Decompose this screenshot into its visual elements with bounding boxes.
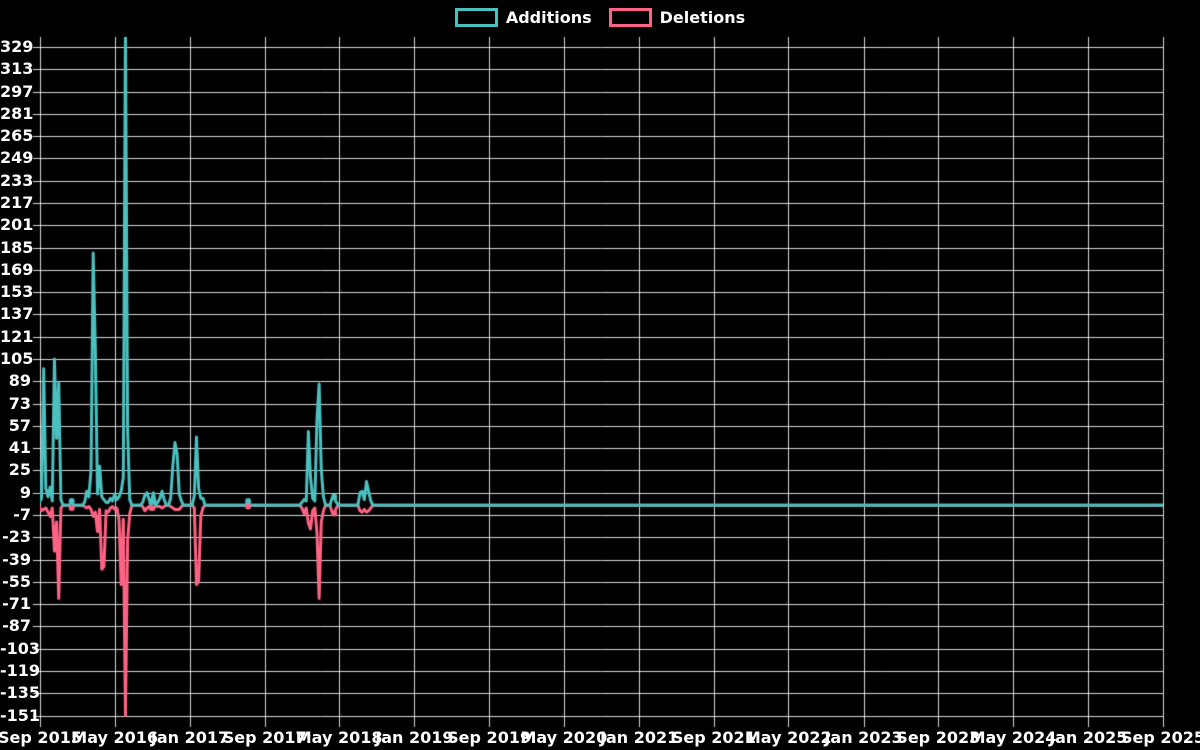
additions-swatch-icon [454,8,498,27]
y-tick-label: 153 [0,282,34,302]
y-tick-label: -71 [2,594,31,614]
x-tick-label: Sep 2023 [896,728,981,747]
y-tick-label: -87 [2,616,31,636]
y-tick-label: -39 [2,549,31,569]
y-tick-label: 265 [0,126,34,146]
y-tick-label: 249 [0,148,34,168]
x-tick-label: May 2020 [520,728,608,747]
y-tick-label: 89 [8,371,31,391]
y-tick-label: 313 [0,59,34,79]
x-tick-label: Jan 2017 [150,728,230,747]
y-tick-label: 105 [0,348,34,368]
legend-item-deletions[interactable]: Deletions [608,7,746,27]
y-tick-label: -151 [0,705,41,725]
x-tick-label: Sep 2025 [1121,728,1200,747]
x-tick-label: Jan 2019 [375,728,454,747]
x-tick-label: Sep 2021 [671,728,756,747]
y-tick-label: -135 [0,683,41,703]
y-tick-label: 217 [0,192,34,212]
y-tick-label: 329 [0,37,34,56]
y-tick-label: 41 [8,438,31,458]
y-tick-label: 73 [8,393,31,413]
y-tick-label: 57 [8,415,31,435]
x-tick-label: Sep 2015 [0,728,82,747]
y-tick-label: 185 [0,237,34,257]
y-tick-label: 25 [8,460,31,480]
x-tick-label: Jan 2021 [600,728,679,747]
x-tick-label: Jan 2023 [824,728,903,747]
y-tick-label: 281 [0,103,34,123]
y-tick-label: 201 [0,215,34,235]
x-tick-label: May 2024 [969,728,1057,747]
y-tick-label: -119 [0,660,41,680]
x-tick-label: Sep 2019 [447,728,532,747]
x-tick-label: Jan 2025 [1049,728,1128,747]
y-tick-label: 233 [0,170,34,190]
y-tick-label: 137 [0,304,34,324]
x-tick-label: Sep 2017 [222,728,307,747]
y-tick-label: -55 [2,571,31,591]
legend-label-deletions: Deletions [659,7,746,27]
y-tick-label: -23 [2,527,31,547]
y-tick-label: -103 [0,638,41,658]
x-tick-label: May 2018 [295,728,383,747]
y-tick-label: 9 [19,482,31,502]
x-tick-label: May 2022 [744,728,832,747]
chart-legend: Additions Deletions [0,8,1200,27]
y-tick-label: 121 [0,326,34,346]
legend-label-additions: Additions [505,7,592,27]
legend-item-additions[interactable]: Additions [454,7,592,27]
y-tick-label: -7 [13,504,31,524]
x-tick-label: May 2016 [71,728,159,747]
y-tick-label: 297 [0,81,34,101]
y-tick-label: 169 [0,259,34,279]
deletions-swatch-icon [608,8,652,27]
